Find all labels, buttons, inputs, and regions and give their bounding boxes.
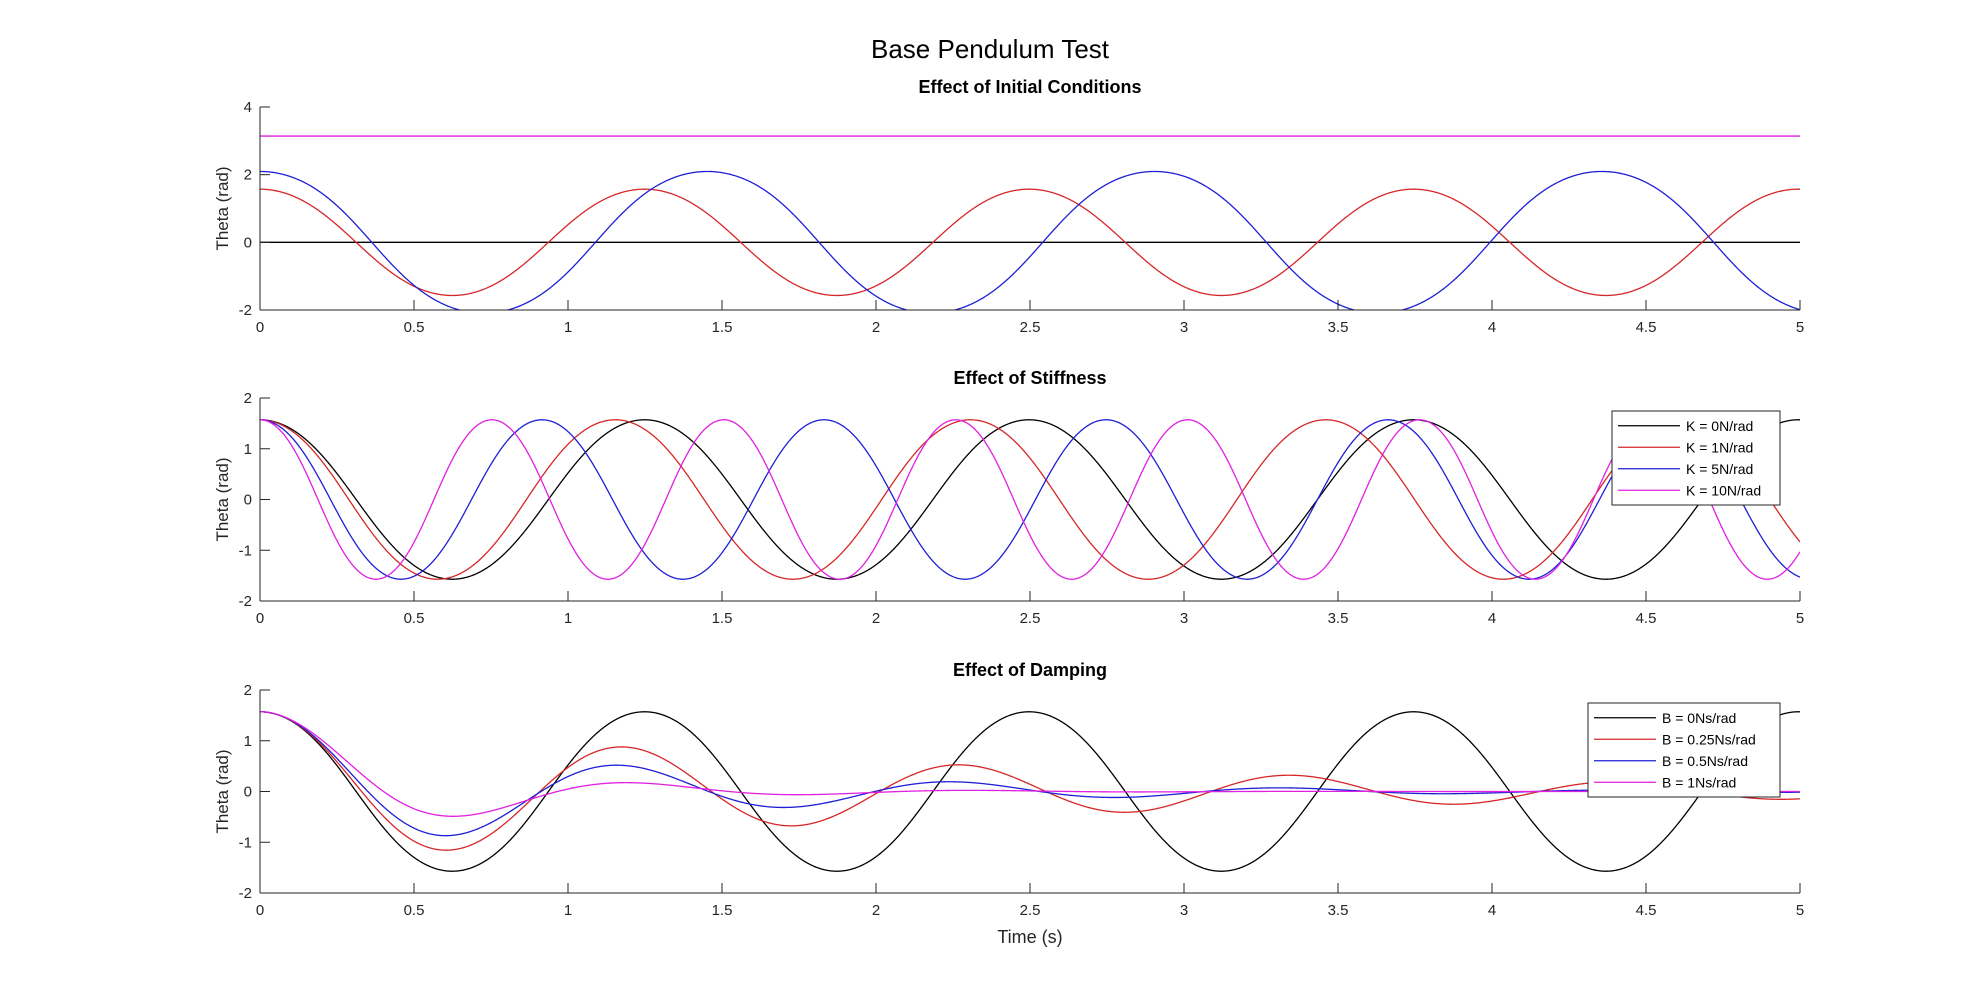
- legend: B = 0Ns/rad B = 0.25Ns/rad B = 0.5Ns/rad B …: [1587, 702, 1781, 798]
- x-tick-label: 5: [1796, 319, 1804, 336]
- figure-title: Base Pendulum Test: [871, 34, 1110, 64]
- x-tick-label: 2: [872, 319, 880, 336]
- subplot-title: Effect of Damping: [953, 660, 1107, 680]
- subplot-3: 0 0.5 1 1.5 2 2.5 3 3.5 4 4.5 5 -2 -1 0 1 2 Effect of Da…: [213, 660, 1804, 947]
- x-tick-label: 4: [1488, 319, 1496, 336]
- x-tick-label: 4.5: [1636, 610, 1657, 627]
- series-line-2: [260, 188, 1800, 297]
- y-tick-label: 1: [244, 441, 252, 458]
- series-line-3: [260, 711, 1800, 837]
- x-tick-label: 4: [1488, 610, 1496, 627]
- legend-box: [1587, 702, 1781, 798]
- x-tick-label: 2.5: [1020, 902, 1041, 919]
- series-line-4: [260, 711, 1800, 817]
- y-tick-label: 0: [244, 492, 252, 509]
- x-tick-label: 4.5: [1636, 902, 1657, 919]
- x-tick-label: 1: [564, 610, 572, 627]
- legend-label: K = 0N/rad: [1686, 418, 1753, 434]
- y-tick-label: 0: [244, 784, 252, 801]
- legend-label: B = 0.25Ns/rad: [1662, 731, 1756, 747]
- subplot-title: Effect of Initial Conditions: [919, 77, 1142, 97]
- x-tick-label: 0: [256, 610, 264, 627]
- legend: K = 0N/rad K = 1N/rad K = 5N/rad K = 10N/ra…: [1611, 410, 1781, 506]
- x-tick-label: 3: [1180, 319, 1188, 336]
- y-tick-label: -1: [239, 542, 252, 559]
- x-tick-label: 0: [256, 902, 264, 919]
- legend-label: B = 0Ns/rad: [1662, 710, 1736, 726]
- legend-label: K = 5N/rad: [1686, 461, 1753, 477]
- subplot-2: 0 0.5 1 1.5 2 2.5 3 3.5 4 4.5 5 -2 -1 0 1 2 Effect of St…: [213, 368, 1804, 627]
- x-tick-label: 1: [564, 902, 572, 919]
- y-tick-label: -2: [239, 302, 252, 319]
- x-tick-label: 0.5: [404, 610, 425, 627]
- legend-label: B = 1Ns/rad: [1662, 774, 1736, 790]
- x-tick-label: 3.5: [1328, 610, 1349, 627]
- x-tick-label: 1: [564, 319, 572, 336]
- x-tick-label: 1.5: [712, 902, 733, 919]
- x-tick-label: 2: [872, 902, 880, 919]
- x-tick-label: 1.5: [712, 610, 733, 627]
- x-tick-label: 4.5: [1636, 319, 1657, 336]
- legend-label: K = 10N/rad: [1686, 482, 1761, 498]
- series-line-2: [260, 419, 1800, 580]
- y-tick-label: -2: [239, 593, 252, 610]
- x-tick-label: 4: [1488, 902, 1496, 919]
- x-tick-label: 3: [1180, 610, 1188, 627]
- y-tick-label: 2: [244, 682, 252, 699]
- y-tick-label: -1: [239, 834, 252, 851]
- y-tick-label: -2: [239, 885, 252, 902]
- series-line-4: [260, 419, 1800, 580]
- series-line-1: [260, 419, 1800, 580]
- legend-label: B = 0.5Ns/rad: [1662, 753, 1748, 769]
- x-tick-label: 2: [872, 610, 880, 627]
- y-axis-label: Theta (rad): [213, 457, 232, 541]
- x-tick-label: 5: [1796, 610, 1804, 627]
- x-tick-label: 0: [256, 319, 264, 336]
- y-axis-label: Theta (rad): [213, 749, 232, 833]
- y-tick-label: 4: [244, 99, 252, 116]
- series-line-3: [260, 170, 1800, 310]
- subplot-title: Effect of Stiffness: [953, 368, 1106, 388]
- y-tick-label: 2: [244, 167, 252, 184]
- x-tick-label: 2.5: [1020, 610, 1041, 627]
- x-axis-label: Time (s): [997, 927, 1062, 947]
- x-tick-label: 3.5: [1328, 902, 1349, 919]
- x-tick-label: 3: [1180, 902, 1188, 919]
- y-axis-label: Theta (rad): [213, 166, 232, 250]
- y-tick-label: 1: [244, 733, 252, 750]
- x-tick-label: 3.5: [1328, 319, 1349, 336]
- series-line-3: [260, 419, 1800, 580]
- series-line-2: [260, 711, 1800, 851]
- x-tick-label: 0.5: [404, 319, 425, 336]
- x-tick-label: 1.5: [712, 319, 733, 336]
- legend-label: K = 1N/rad: [1686, 439, 1753, 455]
- y-tick-label: 0: [244, 234, 252, 251]
- legend-box: [1611, 410, 1781, 506]
- series-line-1: [260, 711, 1800, 872]
- y-tick-label: 2: [244, 390, 252, 407]
- x-tick-label: 2.5: [1020, 319, 1041, 336]
- x-tick-label: 5: [1796, 902, 1804, 919]
- x-tick-label: 0.5: [404, 902, 425, 919]
